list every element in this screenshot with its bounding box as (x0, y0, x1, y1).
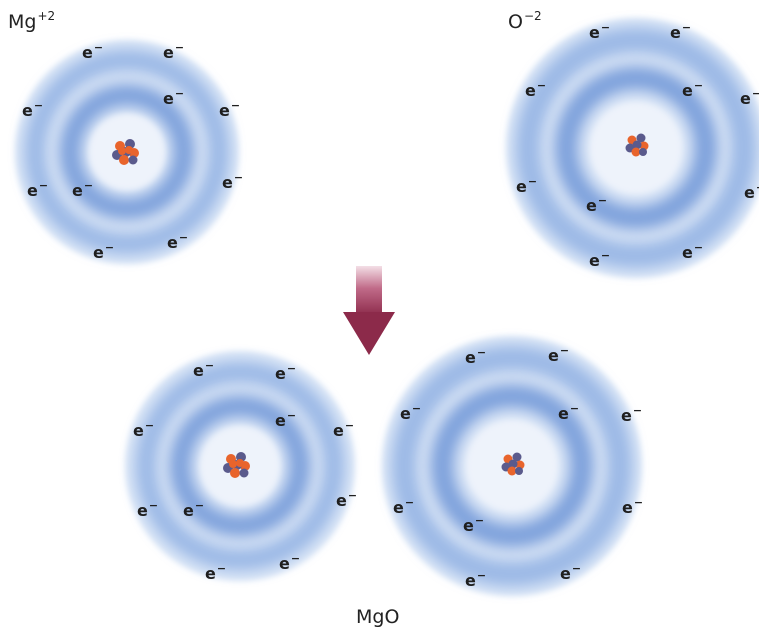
electron: e− (193, 359, 215, 380)
electron: e− (336, 489, 358, 510)
electron: e− (400, 402, 422, 423)
mg-ion-label: Mg+2 (8, 9, 55, 33)
electron: e− (558, 402, 580, 423)
nucleus-mg-bottom (223, 452, 250, 478)
o-ion-label: O−2 (508, 9, 542, 33)
electron: e− (744, 182, 759, 202)
electron: e− (393, 496, 415, 517)
electron: e− (279, 552, 301, 573)
electron: e− (670, 21, 692, 42)
inner-shell (554, 66, 718, 230)
inner-shell (59, 84, 195, 220)
electron: e− (222, 171, 244, 192)
electron: e− (133, 419, 155, 440)
electron: e− (93, 241, 115, 262)
electron: e− (219, 99, 241, 120)
electron: e− (740, 87, 759, 108)
nucleus-mg-top (112, 139, 139, 165)
outer-shell (24, 49, 230, 255)
electron: e− (682, 79, 704, 100)
nucleus-o-bottom (501, 452, 525, 476)
electron: e− (275, 362, 297, 383)
electron: e− (163, 87, 185, 108)
mg-symbol: Mg (8, 11, 37, 33)
outer-shell (391, 345, 633, 587)
electron: e− (586, 194, 608, 215)
electron: e− (682, 241, 704, 262)
electron: e− (463, 514, 485, 535)
electron: e− (82, 41, 104, 62)
o-charge: −2 (523, 9, 542, 23)
electron: e− (275, 409, 297, 430)
electron: e− (465, 346, 487, 367)
electron: e− (516, 175, 538, 196)
compound-label: MgO (356, 606, 400, 628)
electron: e− (589, 249, 611, 270)
mg-charge: +2 (37, 9, 56, 23)
electron: e− (205, 562, 227, 583)
electron: e− (137, 499, 159, 520)
electron: e− (333, 419, 355, 440)
electron: e− (622, 496, 644, 517)
electron: e− (465, 569, 487, 590)
electron: e− (163, 41, 185, 62)
electron: e− (525, 79, 547, 100)
o-symbol: O (508, 11, 523, 33)
electron: e− (72, 179, 94, 200)
inner-shell (430, 384, 594, 548)
electron: e− (621, 404, 643, 425)
electron: e− (22, 99, 44, 120)
electron: e− (589, 21, 611, 42)
electron: e− (560, 562, 582, 583)
electron: e− (167, 231, 189, 252)
nucleus-o-top (625, 133, 649, 157)
electron: e− (183, 499, 205, 520)
reaction-arrow (343, 266, 395, 355)
outer-shell (135, 361, 345, 571)
outer-shell (515, 27, 757, 269)
electron: e− (548, 344, 570, 365)
electron: e− (27, 179, 49, 200)
inner-shell (169, 395, 311, 537)
